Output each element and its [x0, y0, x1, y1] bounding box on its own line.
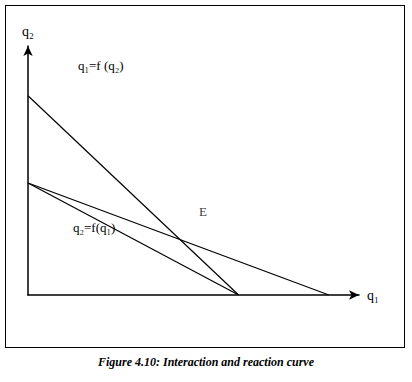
html-text:Figure 4.10: Interaction and r: Figure 4.10: Interaction and reaction cu…	[98, 355, 314, 369]
svg-text:E: E	[199, 204, 207, 219]
svg-text:q₁: q₁	[367, 288, 379, 303]
svg-text:q₂=f(q₁): q₂=f(q₁)	[73, 220, 115, 235]
svg-text:q₂: q₂	[22, 24, 34, 39]
svg-text:q₁=f (q₂): q₁=f (q₂)	[78, 58, 124, 73]
